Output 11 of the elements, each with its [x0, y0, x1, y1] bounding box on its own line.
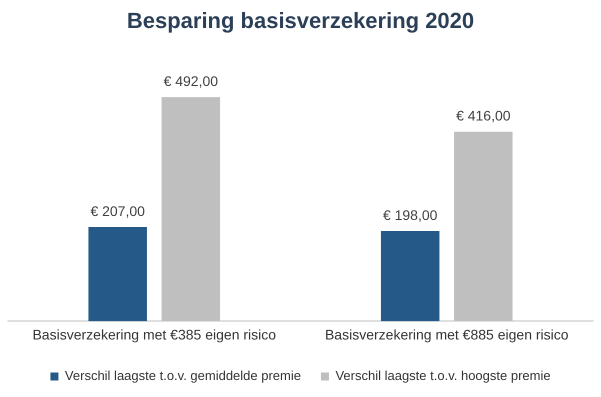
bar — [88, 226, 147, 322]
legend-label: Verschil laagste t.o.v. hoogste premie — [335, 368, 551, 384]
legend-label: Verschil laagste t.o.v. gemiddelde premie — [64, 368, 301, 384]
x-tick-label: Basisverzekering met €885 eigen risico — [324, 326, 569, 342]
data-label: € 492,00 — [164, 73, 218, 90]
x-tick-label: Basisverzekering met €385 eigen risico — [32, 326, 276, 342]
data-label: € 207,00 — [90, 202, 146, 219]
data-label: € 416,00 — [456, 108, 511, 124]
data-label: € 198,00 — [382, 206, 438, 223]
bar — [380, 231, 440, 322]
chart-title: Besparing basisverzekering 2020 — [126, 8, 476, 35]
